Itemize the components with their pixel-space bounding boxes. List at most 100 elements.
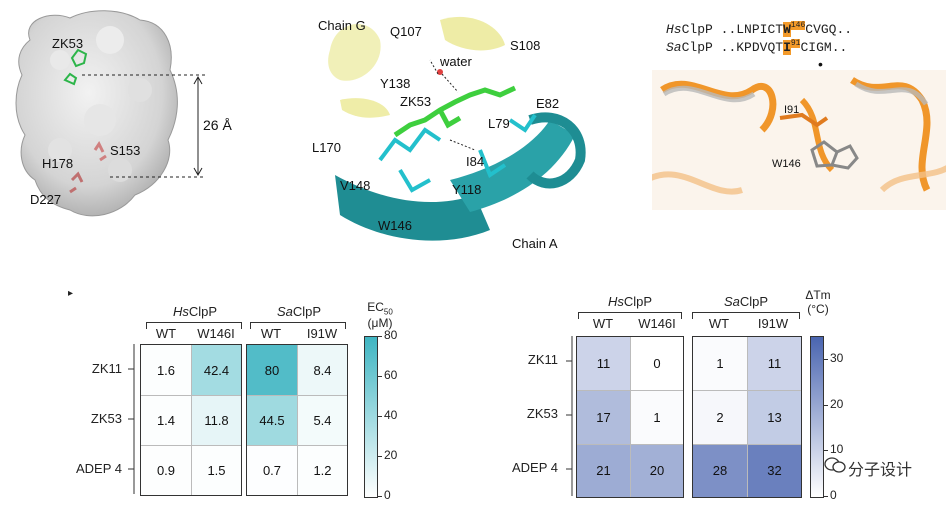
ec50-heatmap-panel: ▸ HsClpP SaClpP WT W146I WT I91W ZK11 ZK… [0,260,470,510]
group-title-hs: HsClpP [607,294,653,309]
sa-species: Sa [666,40,682,55]
hs-name: ClpP [681,22,713,37]
label-i91: I91 [784,104,800,116]
row-label: ZK53 [90,411,122,426]
alignment-hs-row: HsClpP ..LNPICTW146CVGQ.. [666,20,852,38]
watermark-text: 分子设计 [848,462,913,479]
colorbar-tick [377,496,382,497]
sa-residue-number: 91 [790,38,801,48]
col-header: WT [592,316,614,331]
heatmap-cell: 42.4 [191,345,241,395]
label-zk53-pocket: ZK53 [400,94,432,109]
hs-residue-number: 146 [790,20,806,30]
heatmap-cell: 17 [577,390,630,444]
heatmap-cell: 1.2 [297,445,347,495]
label-h178: H178 [42,156,74,171]
hs-species: Hs [666,22,682,37]
heatmap-cell: 0 [630,337,683,391]
heatmap-grid-hs: 1.6 42.4 1.4 11.8 0.9 1.5 [140,344,242,496]
sa-seq-post: CIGM.. [800,40,848,55]
sa-residue-highlight: I [783,40,791,55]
label-w146: W146 [378,218,412,233]
colorbar-tick [823,450,828,452]
label-distance: 26 Å [203,117,232,133]
heatmap-cell: 5.4 [297,395,347,445]
heatmap-cell: 2 [693,390,747,444]
label-q107: Q107 [390,24,422,39]
heatmap-cell: 11 [747,337,801,391]
group-bracket-hs [578,312,682,319]
colorbar-tick [377,416,382,417]
group-bracket-hs [146,322,242,329]
heatmap-cell: 1.4 [141,395,191,445]
label-w146-overlay: W146 [772,158,801,170]
row-label: ADEP 4 [511,460,558,475]
alignment-panel: HsClpP ..LNPICTW146CVGQ.. SaClpP ..KPDVQ… [652,0,946,240]
row-axis [566,336,573,496]
label-v148: V148 [340,178,371,193]
label-y118: Y118 [452,182,482,197]
hs-residue-highlight: W [783,22,791,37]
alignment-sa-row: SaClpP ..KPDVQTI91CIGM.. [666,38,847,56]
heatmap-cell: 1.5 [191,445,241,495]
label-s108: S108 [510,38,541,53]
heatmap-cell: 21 [577,443,630,497]
hs-seq-post: CVGQ.. [805,22,853,37]
heatmap-cell: 0.7 [247,445,297,495]
col-header: I91W [306,326,338,341]
colorbar [364,336,378,498]
heatmap-grid-sa: 1 11 2 13 28 32 [692,336,802,498]
heatmap-grid-hs: 11 0 17 1 21 20 [576,336,684,498]
colorbar-tick [377,336,382,337]
row-label: ZK11 [91,361,122,376]
pocket-panel: Chain G Q107 S108 water Y138 ZK53 E82 L7… [300,0,600,260]
label-chain-a: Chain A [512,236,558,251]
structure-overlay-image [652,70,946,210]
heatmap-cell: 11 [577,337,630,391]
group-title-hs: HsClpP [172,304,218,319]
surface-panel: ZK53 S153 H178 D227 26 Å [0,0,300,240]
colorbar-tick-label: 40 [384,408,398,422]
colorbar-title: EC50 (μM) [367,300,393,331]
colorbar-tick-label: 30 [830,350,844,365]
colorbar-tick [823,496,828,497]
hs-seq-pre: ..LNPICT [720,22,784,37]
heatmap-cell: 1 [693,337,747,391]
colorbar-tick-label: 0 [384,488,391,502]
label-e82: E82 [536,96,560,111]
label-d227: D227 [30,192,62,207]
colorbar-tick [823,358,828,360]
binding-pocket-image [328,16,586,241]
conserved-dot: • [818,56,823,72]
colorbar-tick [823,404,828,406]
col-header: WT [708,316,730,331]
colorbar-tick-label: 60 [384,368,398,382]
sa-name: ClpP [681,40,713,55]
colorbar-tick-label: 80 [384,328,398,342]
label-i84: I84 [466,154,485,169]
heatmap-cell: 11.8 [191,395,241,445]
label-zk53: ZK53 [52,36,84,51]
wechat-icon [824,456,846,474]
protein-surface-image [15,10,205,217]
colorbar-tick-label: 20 [384,448,398,462]
heatmap-cell: 28 [693,443,747,497]
label-water: water [440,54,472,69]
heatmap-grid-sa: 80 8.4 44.5 5.4 0.7 1.2 [246,344,348,496]
colorbar [810,336,824,498]
row-axis [128,344,135,494]
heatmap-cell: 20 [630,443,683,497]
label-s153: S153 [110,143,141,158]
colorbar-tick-label: 20 [830,396,844,411]
col-header: W146I [638,316,676,331]
label-y138: Y138 [380,76,411,91]
colorbar-tick-label: 10 [830,442,844,457]
panel-tick-mark: ▸ [68,288,74,299]
group-title-sa: SaClpP [276,304,322,319]
group-title-sa: SaClpP [723,294,769,309]
row-label: ZK11 [527,352,558,367]
col-header: I91W [757,316,789,331]
row-label: ADEP 4 [75,461,122,476]
colorbar-tick [377,376,382,377]
colorbar-tick [377,456,382,457]
